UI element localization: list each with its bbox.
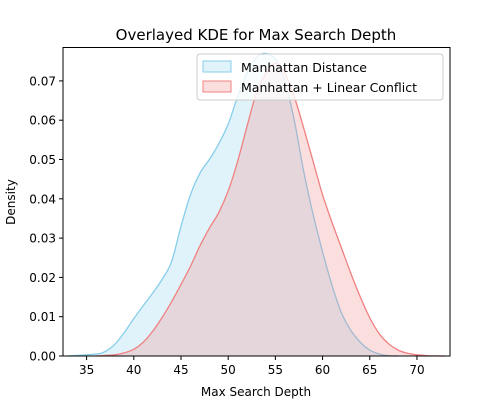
legend-swatch-linear-conflict [202, 80, 232, 93]
x-tick-label: 65 [362, 363, 377, 377]
y-tick-label: 0.03 [29, 232, 56, 246]
legend-box [196, 53, 444, 101]
y-tick-label: 0.05 [29, 153, 56, 167]
chart-title: Overlayed KDE for Max Search Depth [116, 26, 397, 44]
x-tick-label: 35 [79, 363, 94, 377]
x-tick-label: 70 [409, 363, 424, 377]
legend: Manhattan Distance Manhattan + Linear Co… [196, 53, 444, 101]
x-tick-label: 40 [126, 363, 141, 377]
x-tick-label: 45 [173, 363, 188, 377]
legend-label-manhattan: Manhattan Distance [241, 60, 367, 75]
y-tick-label: 0.04 [29, 192, 56, 206]
plot-frame [62, 47, 451, 357]
x-axis-label: Max Search Depth [201, 385, 311, 399]
legend-label-linear-conflict: Manhattan + Linear Conflict [241, 80, 417, 95]
kde-area-linear-conflict [96, 63, 446, 356]
y-tick-label: 0.01 [29, 310, 56, 324]
y-axis-label: Density [4, 179, 18, 225]
y-tick-label: 0.06 [29, 114, 56, 128]
x-tick-label: 50 [221, 363, 236, 377]
y-tick-label: 0.00 [29, 350, 56, 364]
legend-swatch-manhattan [202, 60, 232, 73]
y-tick-label: 0.02 [29, 271, 56, 285]
y-axis-ticks: 0.00 0.01 0.02 0.03 0.04 0.05 0.06 0.07 [29, 74, 63, 364]
x-tick-label: 55 [268, 363, 283, 377]
x-tick-label: 60 [315, 363, 330, 377]
kde-area-manhattan [67, 53, 399, 357]
y-tick-label: 0.07 [29, 74, 56, 88]
x-axis-ticks: 35 40 45 50 55 60 65 70 [79, 356, 425, 377]
